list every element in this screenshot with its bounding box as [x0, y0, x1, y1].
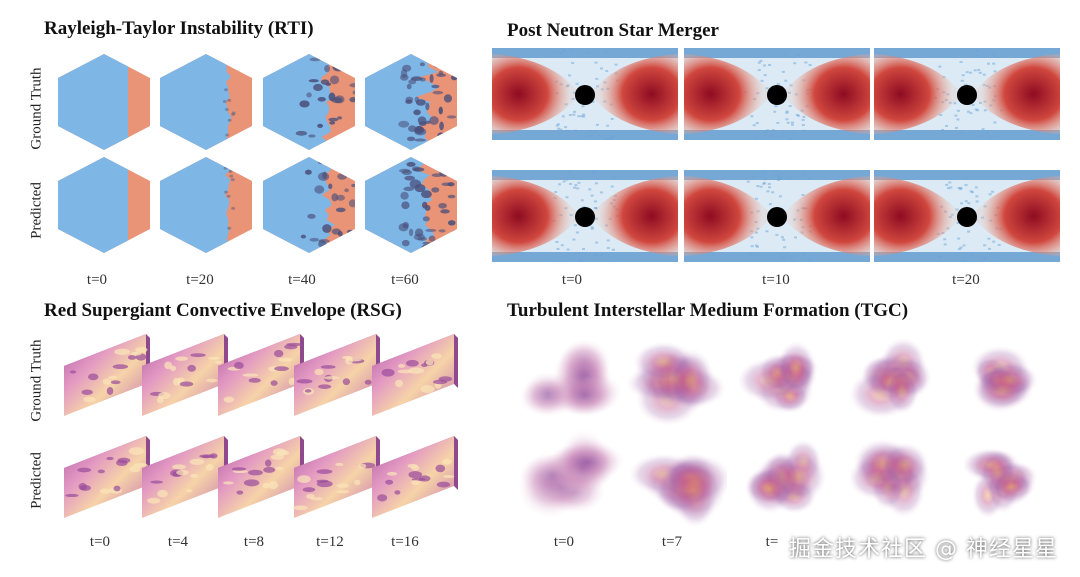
rsg-time-label: t=4	[167, 534, 189, 550]
rti-predicted-image	[365, 157, 457, 253]
rti-ground-truth-image	[365, 54, 457, 150]
rsg-ground-truth-image	[64, 334, 150, 416]
rsg-time-label: t=8	[243, 534, 265, 550]
watermark-text: 掘金技术社区 @ 神经星星	[789, 537, 1058, 562]
rti-time-label: t=40	[288, 272, 316, 288]
tgc-time-label: t=7	[661, 534, 683, 550]
nsm-predicted-image	[684, 170, 870, 262]
rti-title: Rayleigh-Taylor Instability (RTI)	[44, 18, 314, 39]
nsm-ground-truth-image	[874, 48, 1060, 140]
rti-time-label: t=20	[186, 272, 214, 288]
tgc-predicted-image	[850, 438, 931, 518]
rsg-row-label-ground-truth: Ground Truth	[28, 339, 45, 422]
nsm-predicted-image	[492, 170, 678, 262]
rti-ground-truth-image	[58, 54, 150, 150]
rti-predicted-image	[263, 157, 355, 253]
rti-time-label: t=60	[391, 272, 419, 288]
rti-time-label: t=0	[86, 272, 108, 288]
tgc-predicted-image	[744, 439, 827, 514]
tgc-ground-truth-image	[850, 337, 932, 419]
nsm-time-label: t=10	[762, 272, 790, 288]
nsm-predicted-image	[874, 170, 1060, 262]
nsm-time-label: t=20	[952, 272, 980, 288]
tgc-time-label: t=	[765, 534, 779, 550]
rsg-predicted-image	[64, 436, 150, 518]
rsg-ground-truth-image	[294, 334, 380, 416]
rsg-ground-truth-image	[218, 334, 304, 416]
rsg-title: Red Supergiant Convective Envelope (RSG)	[44, 300, 402, 321]
rsg-predicted-image	[218, 436, 304, 518]
tgc-ground-truth-image	[627, 341, 726, 426]
rsg-row-label-predicted: Predicted	[28, 452, 45, 509]
rsg-ground-truth-image	[142, 334, 228, 416]
tgc-ground-truth-image	[970, 345, 1039, 413]
rsg-predicted-image	[292, 436, 380, 518]
rsg-time-label: t=12	[316, 534, 344, 550]
tgc-ground-truth-image	[739, 341, 819, 414]
rsg-predicted-image	[372, 436, 458, 518]
rti-row-label-predicted: Predicted	[28, 182, 45, 239]
tgc-predicted-image	[964, 447, 1038, 519]
tgc-time-label: t=0	[553, 534, 575, 550]
rti-predicted-image	[160, 157, 252, 253]
rti-predicted-image	[58, 157, 150, 253]
rti-ground-truth-image	[263, 54, 355, 150]
nsm-time-label: t=0	[561, 272, 583, 288]
rti-row-label-ground-truth: Ground Truth	[28, 67, 45, 150]
rsg-time-label: t=16	[391, 534, 419, 550]
tgc-predicted-image	[518, 429, 622, 518]
rti-ground-truth-image	[160, 54, 252, 150]
nsm-title: Post Neutron Star Merger	[507, 20, 719, 41]
nsm-ground-truth-image	[492, 48, 678, 140]
rsg-predicted-image	[142, 436, 228, 518]
nsm-ground-truth-image	[684, 48, 870, 140]
rsg-time-label: t=0	[89, 534, 111, 550]
rsg-ground-truth-image	[372, 334, 458, 416]
tgc-ground-truth-image	[519, 339, 622, 418]
tgc-predicted-image	[628, 452, 727, 528]
tgc-title: Turbulent Interstellar Medium Formation …	[507, 300, 909, 321]
